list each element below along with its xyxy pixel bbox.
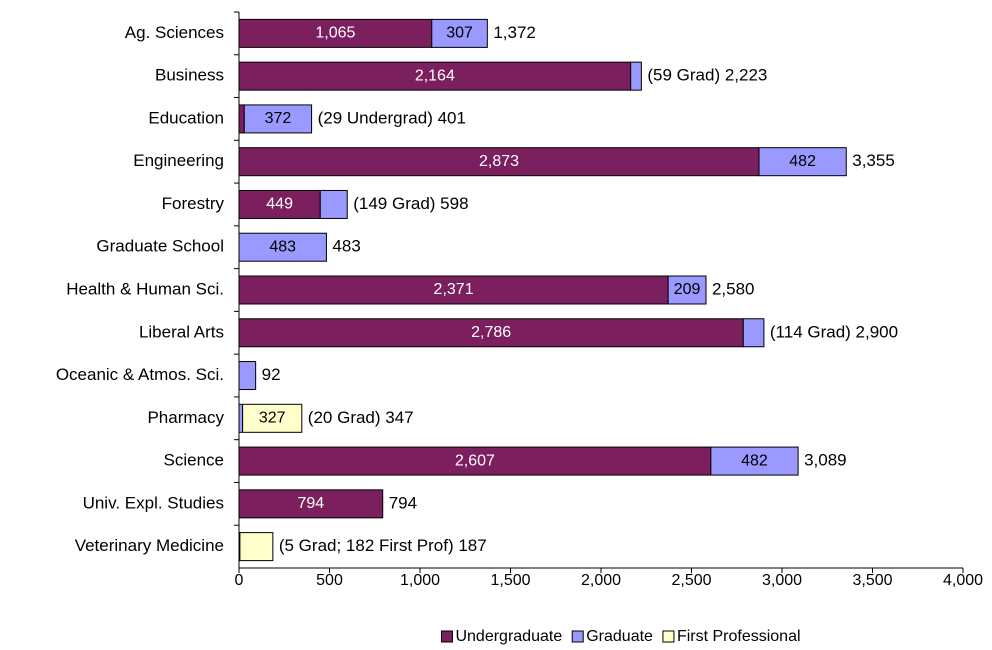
bar-segment <box>239 532 274 562</box>
bar-segment <box>238 361 257 391</box>
value-label: 209 <box>674 281 701 298</box>
legend-swatch <box>440 630 453 643</box>
value-label: 483 <box>269 238 296 255</box>
value-label: 307 <box>446 25 473 42</box>
y-tick-label: Graduate School <box>96 237 224 256</box>
x-tick-label: 0 <box>235 572 244 589</box>
bar-segment <box>238 318 744 348</box>
legend-swatch <box>571 630 584 643</box>
y-tick-label: Health & Human Sci. <box>66 279 224 298</box>
y-tick-label: Liberal Arts <box>139 322 224 341</box>
x-tick-label: 2,000 <box>581 572 621 589</box>
legend-swatch <box>662 630 675 643</box>
bar-segment <box>238 61 632 91</box>
value-label: 1,065 <box>315 25 355 42</box>
y-tick-label: Pharmacy <box>147 408 224 427</box>
value-label: 2,371 <box>434 281 474 298</box>
total-annotation: 3,089 <box>804 451 847 470</box>
bar-segment <box>238 489 384 519</box>
x-tick-label: 4,000 <box>943 572 983 589</box>
value-label: 2,786 <box>471 324 511 341</box>
total-annotation: (29 Undergrad) 401 <box>318 108 466 127</box>
bar-segment <box>710 446 799 476</box>
x-tick-label: 1,500 <box>490 572 530 589</box>
total-annotation: 3,355 <box>852 151 895 170</box>
x-tick-label: 500 <box>316 572 343 589</box>
value-label: 327 <box>259 410 286 427</box>
value-label: 372 <box>265 110 292 127</box>
bar-segment <box>238 232 327 262</box>
bar-segment <box>238 446 712 476</box>
y-tick-label: Business <box>155 66 224 85</box>
total-annotation: (114 Grad) 2,900 <box>770 322 898 341</box>
y-tick-label: Veterinary Medicine <box>75 536 224 555</box>
total-annotation: 92 <box>262 365 281 384</box>
total-annotation: 483 <box>332 237 360 256</box>
bar-segment <box>319 189 348 219</box>
bar-segment <box>243 104 313 134</box>
value-label: 2,873 <box>479 153 519 170</box>
bar-segment <box>667 275 707 305</box>
legend-label: Graduate <box>586 628 653 645</box>
legend-label: Undergraduate <box>455 628 562 645</box>
y-tick-label: Science <box>164 451 224 470</box>
value-label: 482 <box>741 452 768 469</box>
bar-segment <box>238 104 245 134</box>
y-tick-label: Ag. Sciences <box>125 23 224 42</box>
total-annotation: (20 Grad) 347 <box>308 408 414 427</box>
y-tick-label: Engineering <box>133 151 224 170</box>
bar-segment <box>242 403 303 433</box>
total-annotation: 1,372 <box>493 23 536 42</box>
y-tick-label: Oceanic & Atmos. Sci. <box>56 365 224 384</box>
value-label: 482 <box>789 153 816 170</box>
bar-segment <box>630 61 642 91</box>
legend-label: First Professional <box>677 628 801 645</box>
bar-segment <box>758 147 847 177</box>
bar-segment <box>238 18 433 48</box>
bar-segment <box>238 189 321 219</box>
y-tick-label: Forestry <box>162 194 225 213</box>
value-label: 2,164 <box>415 67 455 84</box>
total-annotation: 794 <box>389 493 417 512</box>
y-tick-label: Univ. Expl. Studies <box>83 493 224 512</box>
bar-segment <box>238 147 760 177</box>
x-tick-label: 2,500 <box>671 572 711 589</box>
x-tick-label: 3,000 <box>762 572 802 589</box>
total-annotation: (149 Grad) 598 <box>353 194 468 213</box>
value-label: 794 <box>298 495 325 512</box>
bar-segment <box>742 318 765 348</box>
x-tick-label: 1,000 <box>400 572 440 589</box>
total-annotation: (59 Grad) 2,223 <box>647 66 767 85</box>
x-tick-label: 3,500 <box>852 572 892 589</box>
value-label: 449 <box>266 196 293 213</box>
bar-segment <box>238 403 244 433</box>
total-annotation: (5 Grad; 182 First Prof) 187 <box>279 536 487 555</box>
value-label: 2,607 <box>455 452 495 469</box>
total-annotation: 2,580 <box>712 279 755 298</box>
bar-segment <box>431 18 488 48</box>
y-tick-label: Education <box>148 108 224 127</box>
